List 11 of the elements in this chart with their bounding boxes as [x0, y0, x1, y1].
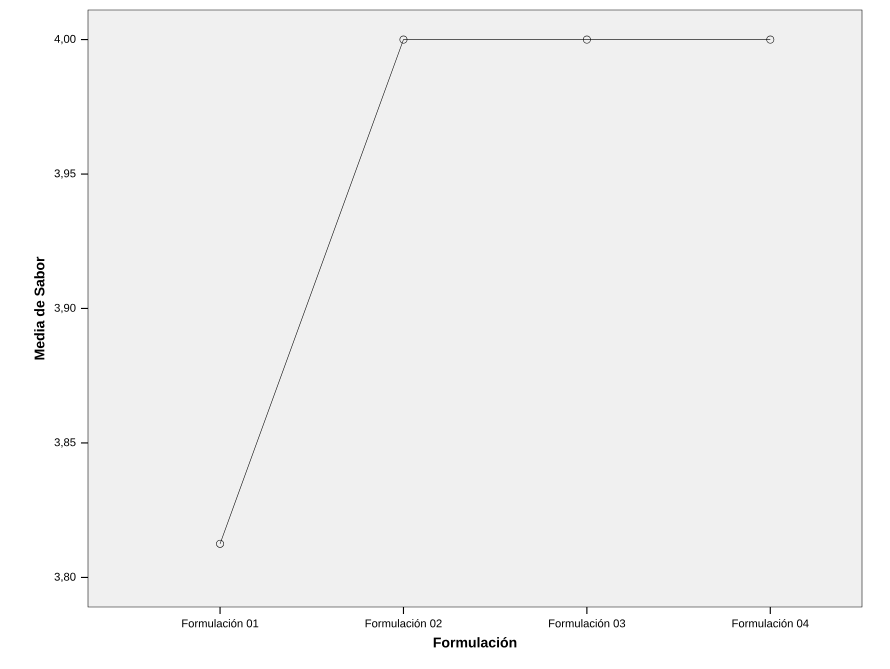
- y-tick-label: 3,85: [54, 438, 76, 448]
- x-tick-label: Formulación 04: [732, 618, 809, 628]
- x-axis-title: Formulación: [434, 637, 516, 648]
- x-tick-label: Formulación 01: [182, 618, 258, 628]
- y-tick-label: 4,00: [54, 34, 76, 44]
- x-tick-label: Formulación 02: [366, 618, 442, 628]
- x-tick-label: Formulación 03: [549, 618, 626, 628]
- y-tick-label: 3,90: [54, 304, 76, 314]
- y-axis-title: Media de Sabor: [34, 256, 44, 360]
- y-tick-label: 3,95: [54, 169, 76, 179]
- y-tick-label: 3,80: [54, 572, 76, 582]
